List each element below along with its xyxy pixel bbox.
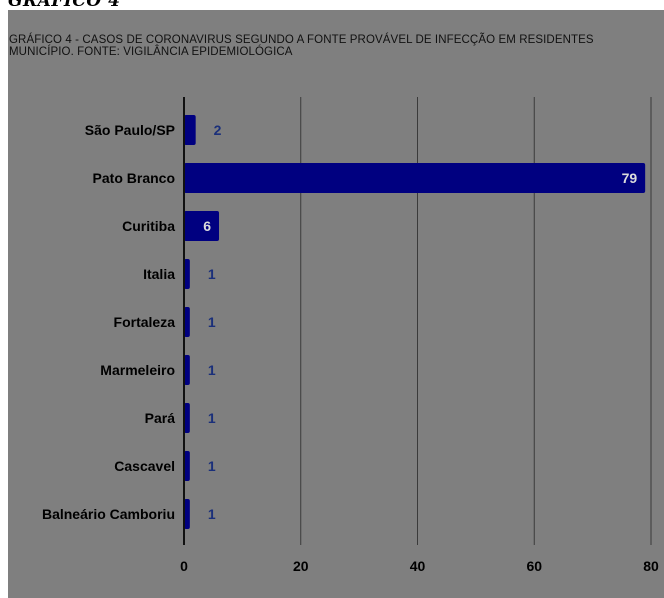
bar <box>184 307 190 337</box>
category-label: Pará <box>145 410 176 426</box>
bar <box>184 451 190 481</box>
bar <box>184 115 196 145</box>
category-label: São Paulo/SP <box>85 122 175 138</box>
chart-panel: GRÁFICO 4 - CASOS DE CORONAVIRUS SEGUNDO… <box>8 10 664 598</box>
data-label: 1 <box>208 362 216 378</box>
bar <box>184 163 646 193</box>
x-tick-label: 0 <box>180 558 188 574</box>
x-tick-label: 20 <box>293 558 309 574</box>
data-label: 2 <box>214 122 222 138</box>
x-tick-label: 40 <box>410 558 426 574</box>
category-label: Marmeleiro <box>100 362 175 378</box>
x-tick-label: 80 <box>643 558 659 574</box>
category-label: Fortaleza <box>114 314 176 330</box>
bar <box>184 211 220 241</box>
data-label: 79 <box>622 170 638 186</box>
data-label: 6 <box>203 218 211 234</box>
x-tick-label: 60 <box>526 558 542 574</box>
category-label: Italia <box>143 266 175 282</box>
bar <box>184 259 190 289</box>
chart-title: GRÁFICO 4 - CASOS DE CORONAVIRUS SEGUNDO… <box>9 34 594 58</box>
data-label: 1 <box>208 506 216 522</box>
data-label: 1 <box>208 410 216 426</box>
data-label: 1 <box>208 266 216 282</box>
bar <box>184 403 190 433</box>
figure-heading: GRÁFICO 4 <box>8 0 121 11</box>
category-label: Curitiba <box>122 218 175 234</box>
bar <box>184 355 190 385</box>
category-label: Balneário Camboriu <box>42 506 175 522</box>
data-label: 1 <box>208 314 216 330</box>
bar <box>184 499 190 529</box>
data-label: 1 <box>208 458 216 474</box>
category-label: Cascavel <box>114 458 175 474</box>
category-label: Pato Branco <box>93 170 175 186</box>
